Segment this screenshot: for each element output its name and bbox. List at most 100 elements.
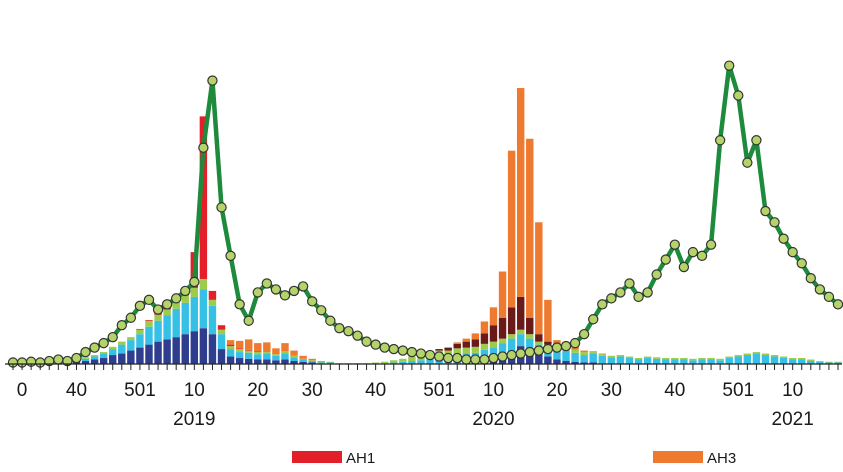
bar-b-cyan-week-66: [607, 357, 616, 364]
bar-b-dark-week-16: [154, 341, 162, 365]
line-point-week-76: [696, 250, 708, 262]
bar-b-green-week-8: [81, 357, 90, 359]
line-point-week-51: [470, 354, 481, 365]
bar-b-green-week-43: [399, 358, 407, 362]
bar-b-green-week-91: [834, 361, 842, 363]
bar-b-cyan-week-80: [734, 356, 742, 364]
bar-b-green-week-14: [136, 329, 144, 335]
line-point-week-9: [89, 342, 100, 353]
bar-b-green-week-55: [507, 334, 516, 339]
bar-b-cyan-week-15: [145, 326, 153, 345]
bar-b-cyan-week-90: [825, 362, 833, 364]
bar-b-green-week-17: [163, 309, 171, 316]
bar-ah3-week-51: [471, 333, 480, 340]
bar-b-cyan-week-77: [707, 359, 715, 364]
bar-b-cyan-week-30: [281, 353, 289, 360]
bar-b-green-week-10: [99, 352, 108, 354]
bar-b-cyan-week-46: [426, 359, 434, 364]
bar-b-cyan-week-47: [435, 359, 443, 364]
bar-b-cyan-week-84: [770, 356, 779, 364]
x-tick-label: 40: [365, 380, 386, 401]
bar-b-green-week-22: [208, 299, 217, 306]
line-point-week-30: [279, 290, 291, 301]
line-point-week-64: [588, 314, 599, 325]
bar-dark-red-week-56: [516, 296, 525, 330]
bar-b-dark-week-61: [562, 361, 570, 364]
bar-ah3-week-34: [317, 361, 325, 362]
line-point-week-67: [615, 287, 626, 298]
line-point-week-12: [116, 320, 127, 331]
line-point-week-18: [170, 293, 182, 304]
bar-b-dark-week-28: [263, 359, 271, 364]
bar-ah3-week-54: [498, 271, 507, 318]
bar-b-cyan-week-16: [154, 320, 162, 342]
bar-b-cyan-week-70: [643, 358, 652, 364]
bar-b-green-week-13: [127, 337, 135, 341]
bar-b-green-week-80: [734, 355, 742, 357]
bar-ah3-week-26: [245, 339, 253, 350]
bar-b-green-week-28: [263, 352, 271, 354]
bar-b-cyan-week-79: [725, 358, 733, 364]
bar-b-cyan-week-17: [163, 315, 171, 340]
line-point-week-42: [388, 343, 399, 355]
line-point-week-11: [107, 331, 118, 343]
bar-b-cyan-week-23: [217, 334, 226, 350]
bar-ah1-week-23: [217, 325, 226, 330]
bar-b-cyan-week-35: [326, 362, 335, 364]
bar-b-green-week-69: [634, 358, 643, 360]
bar-b-cyan-week-69: [634, 359, 643, 364]
x-tick-label: 0: [17, 380, 28, 401]
x-axis: [5, 363, 842, 370]
line-point-week-83: [760, 205, 771, 217]
bar-b-green-week-50: [462, 347, 471, 354]
bar-b-green-week-68: [625, 356, 634, 359]
line-point-week-17: [161, 299, 173, 310]
bar-b-cyan-week-65: [598, 355, 606, 364]
bar-b-dark-week-22: [208, 334, 217, 364]
bar-dark-red-week-55: [507, 307, 516, 335]
bar-dark-red-week-49: [453, 343, 461, 349]
line-point-week-73: [669, 239, 681, 250]
bar-ah3-week-52: [480, 321, 489, 334]
bar-b-green-week-75: [689, 358, 697, 361]
x-tick-label: 40: [66, 380, 87, 401]
bar-b-dark-week-15: [145, 344, 153, 364]
line-point-week-87: [796, 258, 807, 269]
bar-b-green-week-49: [453, 348, 461, 356]
bar-ah3-week-58: [535, 222, 543, 335]
bar-b-green-week-26: [245, 350, 253, 353]
line-point-week-44: [406, 346, 418, 358]
line-point-week-88: [805, 273, 817, 284]
bar-b-green-week-62: [571, 349, 579, 353]
bar-ah3-week-50: [462, 338, 471, 342]
legend-swatch-ah3: [653, 451, 703, 463]
bar-b-cyan-week-89: [816, 361, 824, 364]
bar-b-green-week-58: [535, 341, 543, 345]
bar-ah1-week-21: [199, 116, 208, 279]
bar-b-cyan-week-61: [562, 350, 570, 362]
bar-b-green-week-31: [290, 355, 298, 358]
bar-ah3-week-55: [507, 150, 516, 308]
line-point-week-84: [769, 217, 780, 228]
bar-b-cyan-week-85: [779, 358, 788, 364]
x-tick-label: 20: [546, 380, 567, 401]
bar-ah1-week-25: [235, 348, 244, 350]
line-point-week-14: [134, 300, 146, 312]
bar-ah1-week-27: [254, 351, 262, 353]
bar-b-green-week-82: [752, 352, 761, 354]
bar-b-cyan-week-75: [689, 360, 697, 364]
bar-b-green-week-52: [480, 343, 489, 350]
bar-b-green-week-40: [371, 362, 380, 364]
bar-b-dark-week-10: [99, 358, 108, 364]
line-point-week-24: [225, 250, 236, 262]
bar-b-dark-week-64: [589, 362, 597, 364]
line-point-week-13: [125, 312, 137, 323]
bar-ah3-week-62: [571, 346, 579, 350]
bar-dark-red-week-53: [489, 325, 498, 342]
bar-b-dark-week-29: [272, 360, 280, 364]
bar-dark-red-week-54: [498, 317, 507, 339]
bar-ah3-week-57: [526, 138, 534, 318]
bar-ah3-week-30: [281, 343, 289, 352]
bar-b-cyan-week-18: [172, 308, 180, 338]
bar-b-dark-week-21: [199, 328, 208, 364]
